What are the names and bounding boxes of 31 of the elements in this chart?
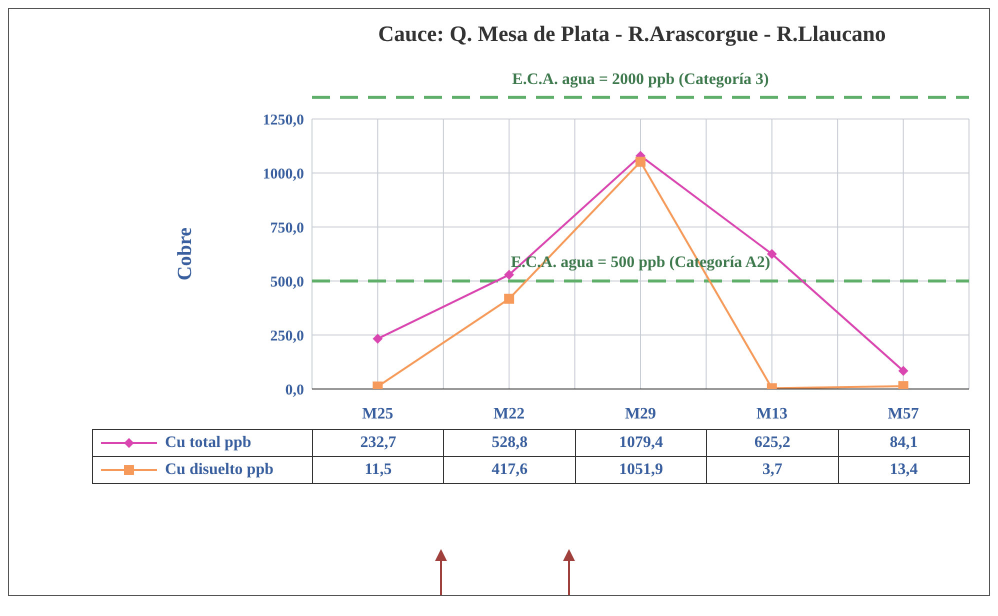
data-label: 84,1 <box>838 430 970 456</box>
y-tick-label: 250,0 <box>270 328 304 344</box>
point <box>898 366 908 376</box>
x-tick-label: M25 <box>362 405 394 422</box>
legend-label: Cu disuelto ppb <box>92 456 312 484</box>
data-label: 625,2 <box>706 430 838 456</box>
y-tick-label: 750,0 <box>270 220 304 236</box>
x-tick-label: M29 <box>624 405 656 422</box>
x-tick-label: M22 <box>494 405 525 422</box>
y-tick-label: 500,0 <box>270 274 304 290</box>
y-tick-label: 0,0 <box>285 382 304 398</box>
data-label: 11,5 <box>312 456 444 484</box>
data-label: 1051,9 <box>575 456 707 484</box>
data-label: 3,7 <box>706 456 838 484</box>
data-label: 417,6 <box>444 456 576 484</box>
data-label: 13,4 <box>838 456 970 484</box>
legend-label: Cu total ppb <box>92 430 312 456</box>
point <box>372 334 383 344</box>
data-label: 232,7 <box>312 430 444 456</box>
chart-title: Cauce: Q. Mesa de Plata - R.Arascorgue - R.Llaucano <box>377 21 887 47</box>
point <box>504 294 514 304</box>
data-label: 528,8 <box>444 430 576 456</box>
x-tick-label: M57 <box>888 405 919 422</box>
point <box>636 156 646 167</box>
text: E.C.A. agua = 2000 ppb (Categoría 3) <box>511 71 770 89</box>
y-tick-label: 1250,0 <box>262 112 304 128</box>
y-axis-title: Cobre <box>174 227 196 280</box>
y-tick-label: 1000,0 <box>262 166 304 182</box>
x-tick-label: M13 <box>756 405 788 422</box>
point <box>504 270 514 280</box>
data-label: 1079,4 <box>575 430 707 456</box>
